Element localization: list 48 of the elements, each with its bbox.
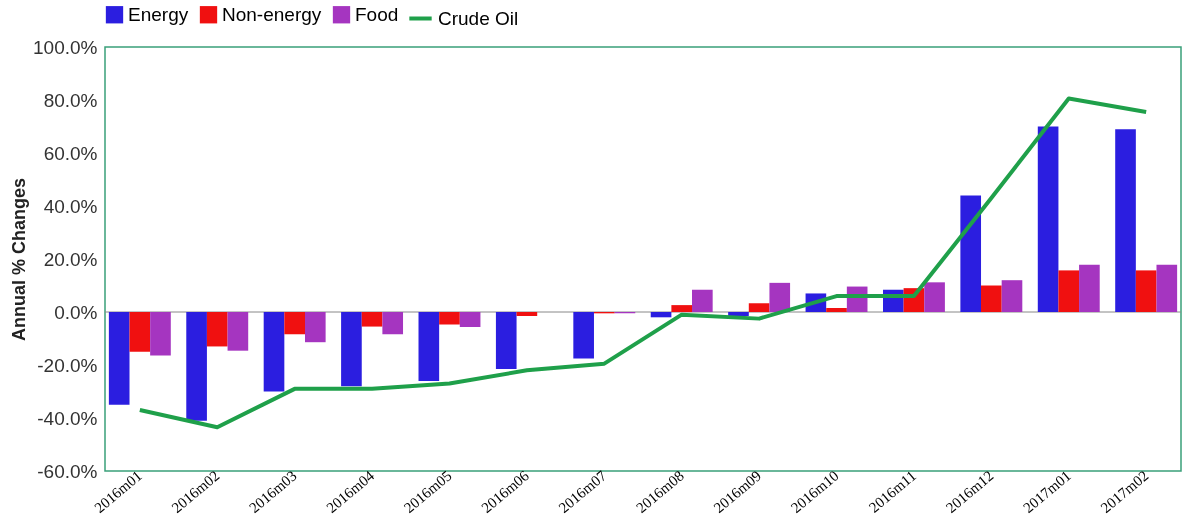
bar bbox=[304, 312, 326, 343]
bar bbox=[769, 282, 791, 312]
line-series bbox=[137, 96, 1149, 430]
bar bbox=[981, 285, 1002, 312]
bar bbox=[1156, 264, 1178, 312]
bar bbox=[227, 312, 249, 351]
bar bbox=[341, 312, 362, 387]
legend-label: Non-energy bbox=[222, 3, 322, 25]
legend-label: Energy bbox=[128, 3, 189, 25]
bar bbox=[150, 312, 171, 356]
bar bbox=[650, 312, 672, 318]
bar bbox=[284, 312, 305, 335]
bar bbox=[924, 282, 945, 312]
bar bbox=[206, 312, 228, 347]
bar bbox=[1058, 270, 1080, 312]
bar bbox=[692, 289, 713, 312]
bar bbox=[382, 312, 404, 335]
bar bbox=[361, 312, 383, 327]
bar bbox=[671, 305, 693, 312]
bar bbox=[108, 312, 130, 405]
bar bbox=[263, 312, 285, 392]
bar bbox=[1135, 270, 1157, 312]
legend-label: Crude Oil bbox=[438, 7, 519, 29]
y-tick-label: -20.0% bbox=[37, 354, 98, 376]
bar bbox=[495, 312, 517, 369]
y-tick-label: 40.0% bbox=[43, 195, 98, 217]
y-tick-label: 100.0% bbox=[33, 36, 98, 58]
y-tick-label: -40.0% bbox=[37, 407, 98, 429]
bar bbox=[748, 303, 770, 312]
bar bbox=[573, 312, 594, 359]
bar bbox=[516, 312, 538, 316]
bar bbox=[960, 195, 982, 312]
y-axis-title: Annual % Changes bbox=[9, 177, 30, 342]
bar bbox=[439, 312, 460, 325]
bar bbox=[459, 312, 481, 328]
y-tick-label: 20.0% bbox=[43, 248, 98, 270]
y-tick-label: 0.0% bbox=[54, 301, 98, 323]
bar bbox=[1037, 126, 1059, 312]
bar bbox=[1001, 280, 1023, 312]
bar bbox=[826, 308, 847, 312]
y-tick-label: 80.0% bbox=[43, 89, 98, 111]
y-tick-label: 60.0% bbox=[43, 142, 98, 164]
bar bbox=[1115, 129, 1136, 312]
bar bbox=[418, 312, 440, 381]
bar bbox=[1079, 264, 1100, 312]
legend-label: Food bbox=[355, 3, 399, 25]
bar bbox=[186, 312, 207, 421]
bar bbox=[129, 312, 151, 352]
